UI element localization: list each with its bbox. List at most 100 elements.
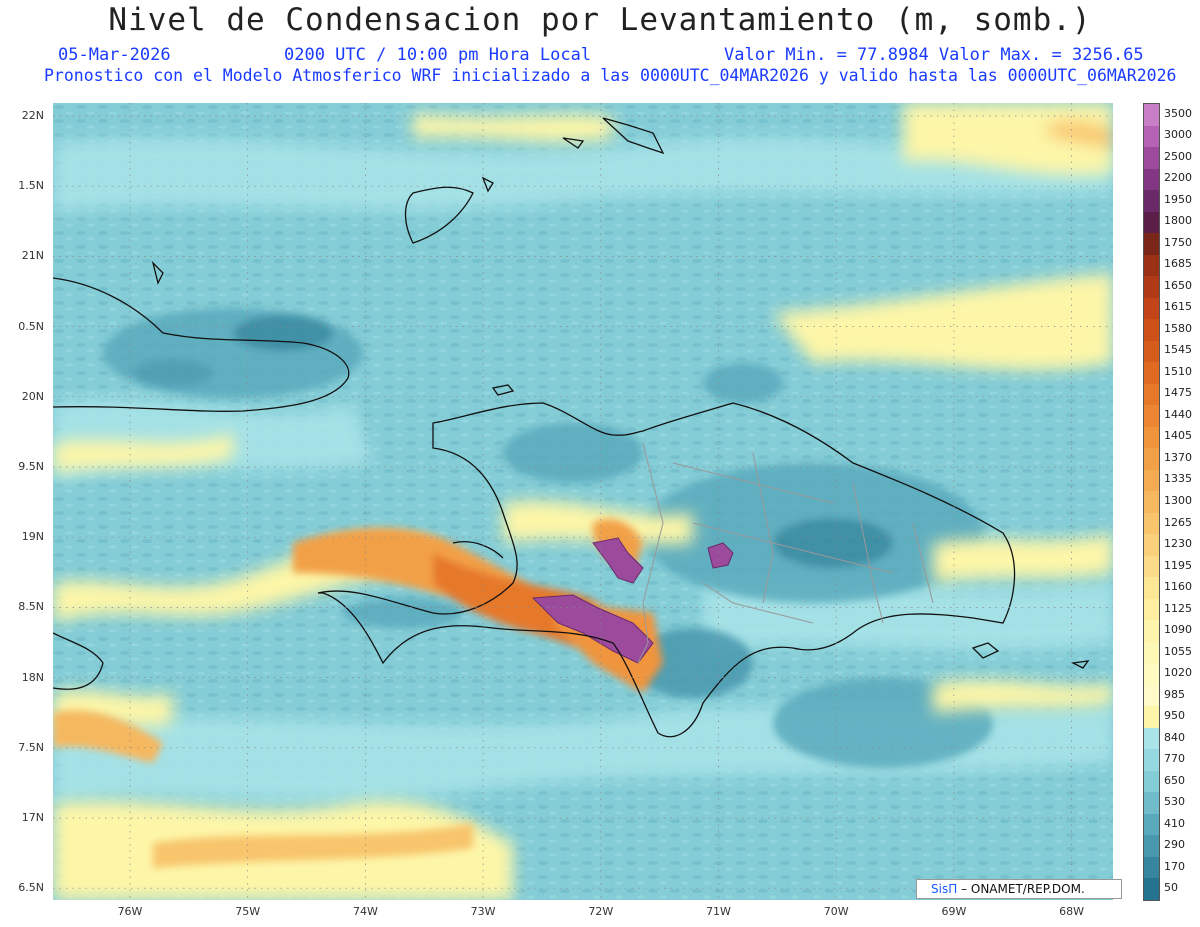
colorbar-swatch — [1144, 190, 1159, 213]
colorbar-swatch — [1144, 104, 1159, 126]
colorbar-level-label: 1800 — [1164, 214, 1192, 228]
colorbar-level-label: 1580 — [1164, 321, 1192, 335]
colorbar-level-label: 1475 — [1164, 386, 1192, 400]
colorbar-level-label: 1055 — [1164, 644, 1192, 658]
forecast-date: 05-Mar-2026 — [58, 45, 171, 65]
colorbar-level-label: 3500 — [1164, 106, 1192, 120]
colorbar-level-label: 1020 — [1164, 666, 1192, 680]
colorbar-swatch — [1144, 534, 1159, 557]
colorbar-swatch — [1144, 727, 1159, 750]
colorbar-level-label: 1510 — [1164, 364, 1192, 378]
lat-label: 6.5N — [18, 881, 44, 895]
colorbar-swatch — [1144, 620, 1159, 643]
colorbar-swatch — [1144, 878, 1159, 901]
lat-label: 0.5N — [18, 319, 44, 333]
forecast-map — [53, 103, 1113, 900]
colorbar-swatch — [1144, 663, 1159, 686]
lon-label: 75W — [235, 905, 261, 918]
lon-label: 69W — [941, 905, 967, 918]
colorbar — [1143, 103, 1160, 901]
colorbar-level-label: 650 — [1164, 773, 1185, 787]
colorbar-swatch — [1144, 813, 1159, 836]
colorbar-swatch — [1144, 749, 1159, 772]
colorbar-level-label: 1335 — [1164, 472, 1192, 486]
colorbar-swatch — [1144, 147, 1159, 170]
colorbar-level-label: 1195 — [1164, 558, 1192, 572]
lat-label: 20N — [21, 389, 44, 403]
colorbar-swatch — [1144, 362, 1159, 385]
lat-label: 9.5N — [18, 460, 44, 473]
colorbar-level-label: 530 — [1164, 795, 1185, 809]
colorbar-swatch — [1144, 426, 1159, 449]
colorbar-swatch — [1144, 555, 1159, 578]
colorbar-level-label: 2500 — [1164, 149, 1192, 163]
colorbar-level-label: 770 — [1164, 752, 1185, 766]
lon-label: 68W — [1059, 905, 1085, 918]
colorbar-swatch — [1144, 491, 1159, 514]
colorbar-swatch — [1144, 276, 1159, 299]
colorbar-level-label: 985 — [1164, 687, 1185, 701]
colorbar-level-label: 1300 — [1164, 494, 1192, 507]
colorbar-swatch — [1144, 770, 1159, 793]
lat-label: 18N — [21, 670, 44, 684]
colorbar-swatch — [1144, 297, 1159, 320]
lat-label: 7.5N — [18, 740, 44, 754]
colorbar-swatch — [1144, 405, 1159, 428]
credit-text: – ONAMET/REP.DOM. — [961, 882, 1085, 896]
colorbar-level-label: 1440 — [1164, 407, 1192, 421]
lat-label: 21N — [21, 249, 44, 263]
lat-label: 1.5N — [18, 179, 44, 193]
lat-label: 17N — [21, 811, 44, 824]
colorbar-swatch — [1144, 706, 1159, 729]
colorbar-level-label: 1405 — [1164, 429, 1192, 443]
lat-label: 19N — [21, 530, 44, 544]
colorbar-level-label: 1650 — [1164, 278, 1192, 292]
min-max-values: Valor Min. = 77.8984 Valor Max. = 3256.6… — [724, 45, 1144, 65]
colorbar-swatch — [1144, 319, 1159, 342]
colorbar-swatch — [1144, 340, 1159, 363]
colorbar-level-label: 1090 — [1164, 623, 1192, 637]
colorbar-level-label: 840 — [1164, 730, 1185, 744]
colorbar-swatch — [1144, 792, 1159, 815]
colorbar-swatch — [1144, 856, 1159, 879]
colorbar-level-label: 1545 — [1164, 343, 1192, 357]
model-info: Pronostico con el Modelo Atmosferico WRF… — [44, 66, 1177, 85]
credit-box: SisΠ – ONAMET/REP.DOM. — [916, 879, 1122, 899]
lon-label: 70W — [823, 905, 849, 918]
colorbar-level-label: 1265 — [1164, 515, 1192, 529]
lat-label: 22N — [21, 109, 44, 122]
colorbar-swatch — [1144, 211, 1159, 234]
colorbar-swatch — [1144, 254, 1159, 277]
colorbar-level-label: 290 — [1164, 838, 1185, 852]
colorbar-level-label: 1125 — [1164, 601, 1192, 615]
lon-label: 71W — [706, 905, 731, 918]
colorbar-level-label: 50 — [1164, 881, 1178, 895]
lon-label: 72W — [588, 905, 614, 918]
colorbar-level-label: 1615 — [1164, 300, 1192, 314]
colorbar-swatch — [1144, 125, 1159, 148]
colorbar-swatch — [1144, 684, 1159, 707]
map-title: Nivel de Condensacion por Levantamiento … — [108, 2, 1092, 38]
lon-label: 73W — [470, 905, 496, 918]
lat-label: 8.5N — [18, 600, 44, 614]
colorbar-swatch — [1144, 577, 1159, 600]
colorbar-level-label: 1685 — [1164, 257, 1192, 271]
lon-label: 74W — [352, 905, 378, 918]
colorbar-level-label: 3000 — [1164, 128, 1192, 142]
colorbar-swatch — [1144, 641, 1159, 664]
colorbar-level-label: 1230 — [1164, 537, 1192, 551]
colorbar-swatch — [1144, 448, 1159, 471]
colorbar-level-label: 2200 — [1164, 171, 1192, 185]
colorbar-level-label: 170 — [1164, 859, 1185, 873]
colorbar-level-label: 1370 — [1164, 450, 1192, 464]
colorbar-swatch — [1144, 469, 1159, 492]
colorbar-swatch — [1144, 233, 1159, 256]
colorbar-swatch — [1144, 512, 1159, 535]
forecast-time: 0200 UTC / 10:00 pm Hora Local — [284, 45, 592, 65]
lon-label: 76W — [117, 905, 143, 918]
colorbar-level-label: 1950 — [1164, 192, 1192, 206]
colorbar-swatch — [1144, 383, 1159, 406]
colorbar-swatch — [1144, 598, 1159, 621]
colorbar-swatch — [1144, 168, 1159, 191]
colorbar-level-label: 1160 — [1164, 580, 1192, 594]
